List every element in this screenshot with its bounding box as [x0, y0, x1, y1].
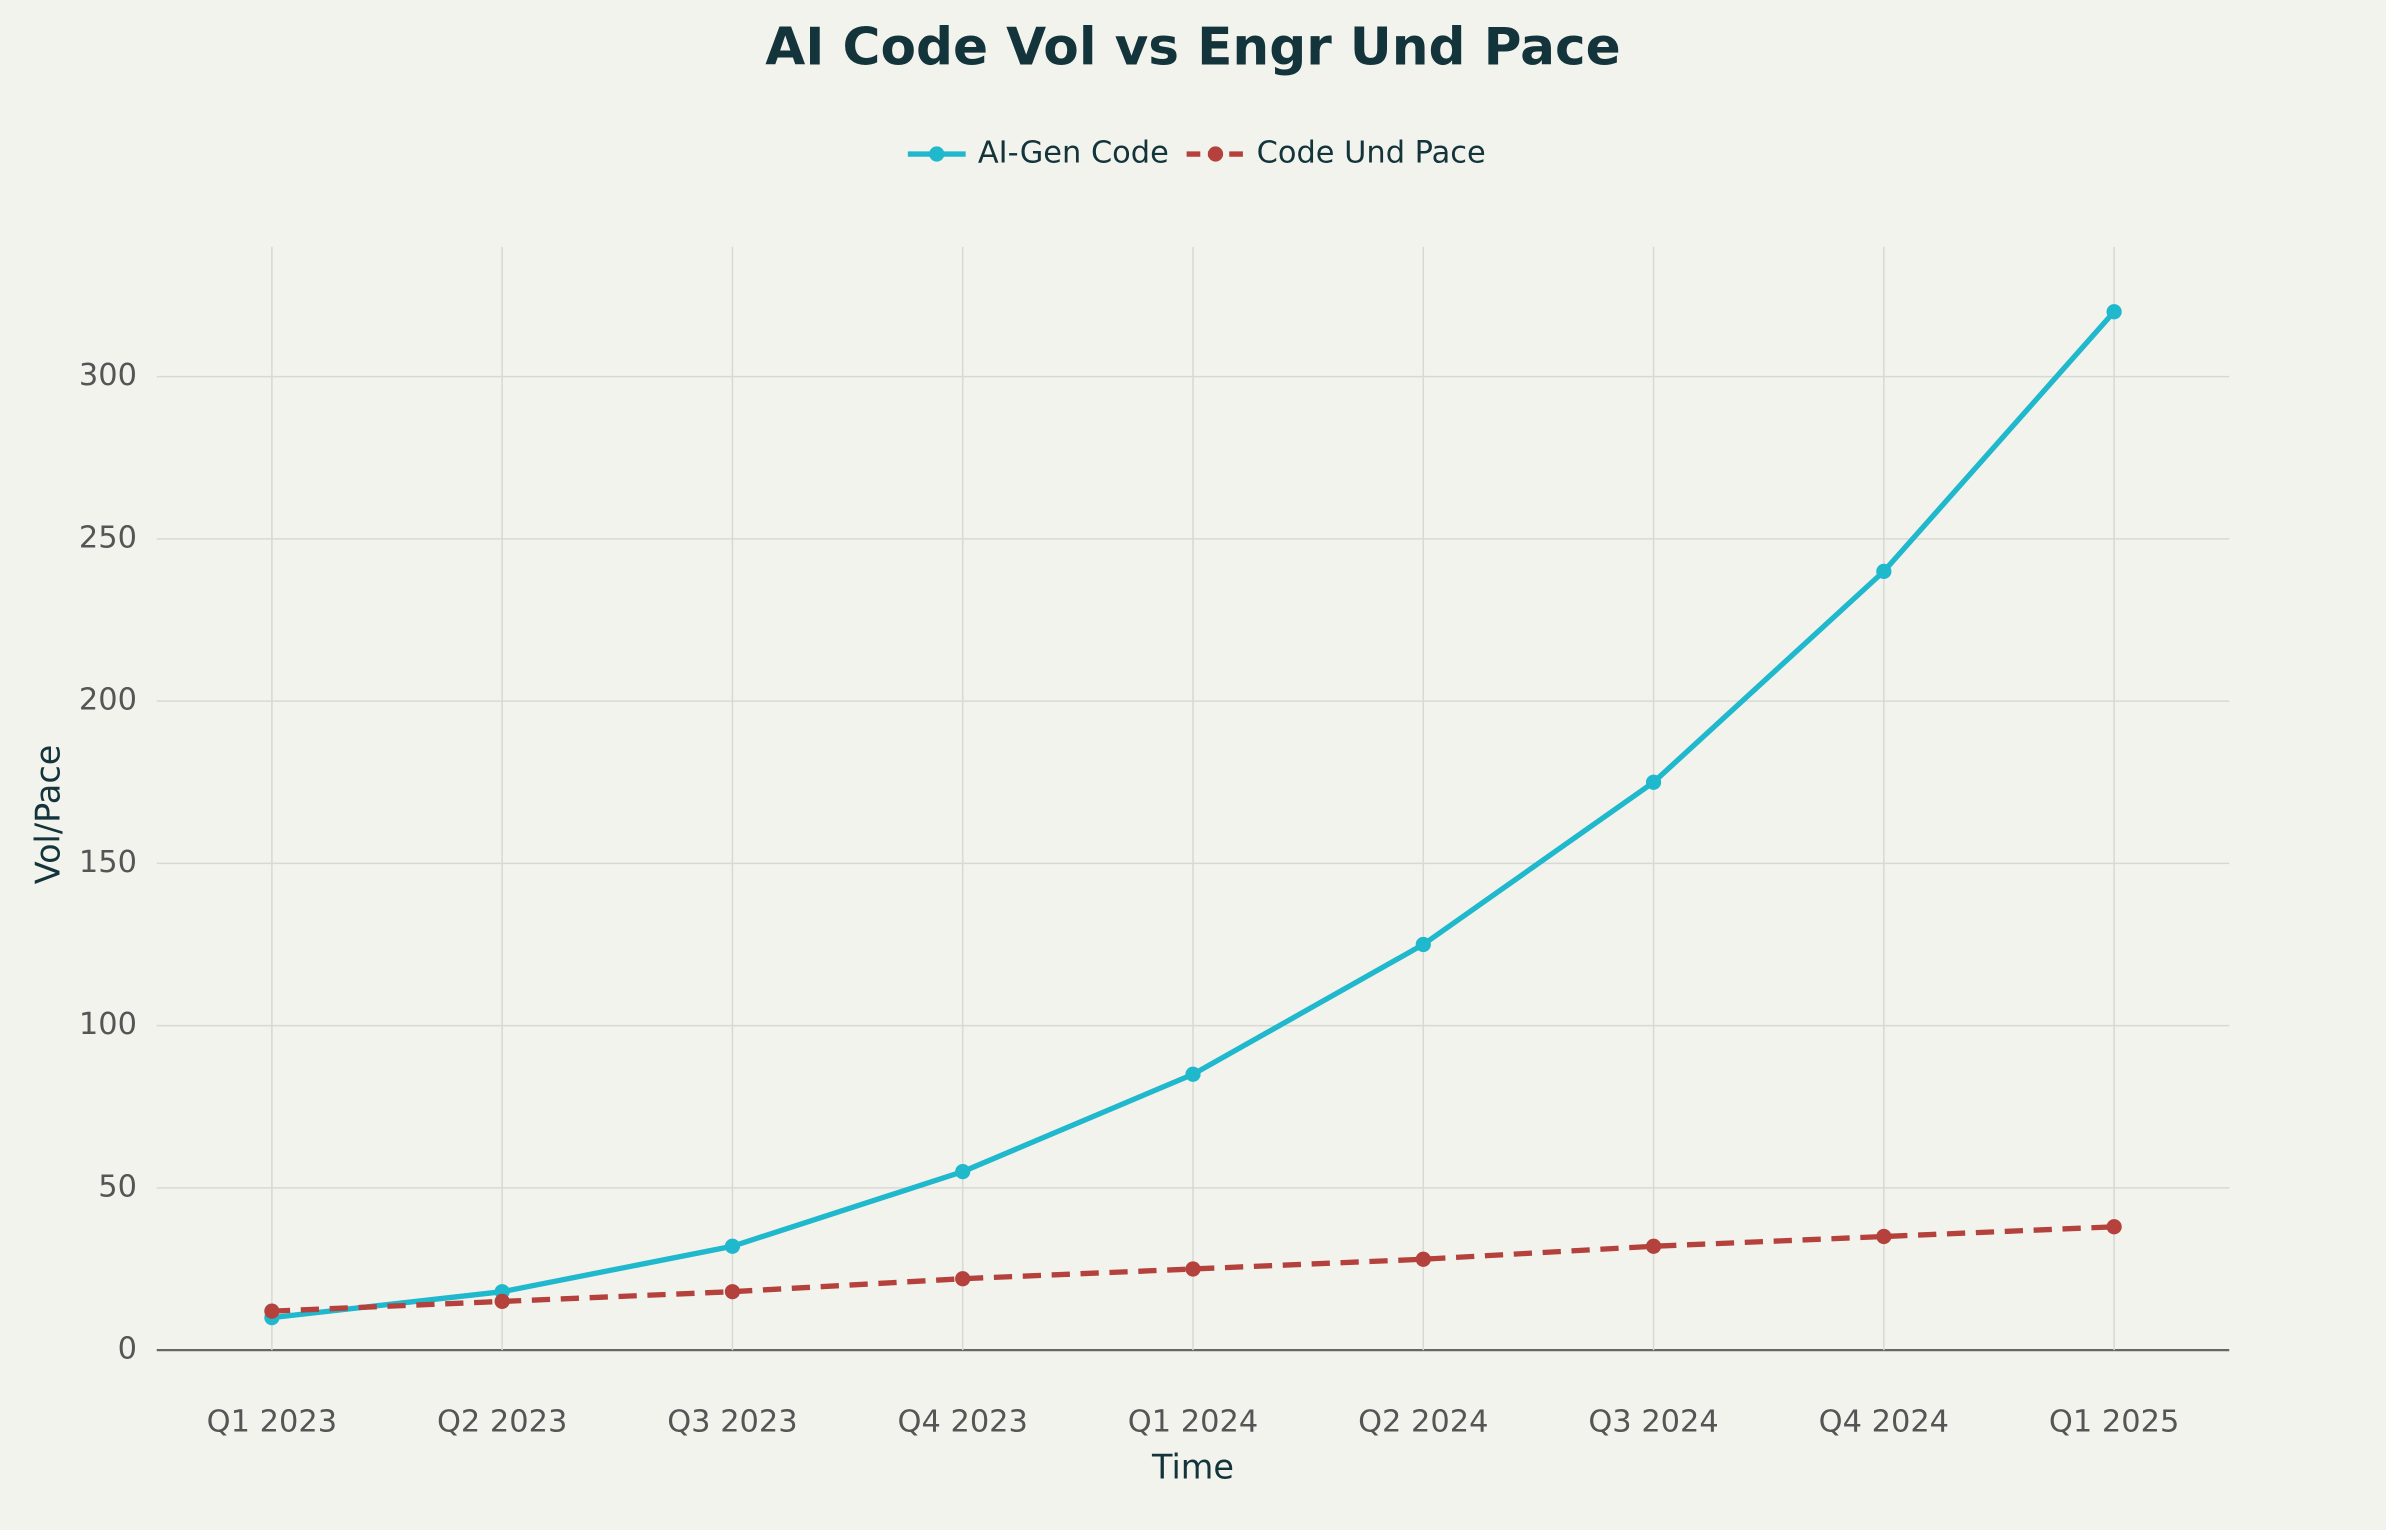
x-tick-label: Q4 2024	[1819, 1405, 1949, 1440]
data-point	[1185, 1261, 1201, 1277]
y-tick-label: 100	[79, 1007, 137, 1042]
x-tick-label: Q4 2023	[898, 1405, 1028, 1440]
y-tick-label: 50	[98, 1169, 137, 1204]
x-tick-label: Q2 2024	[1358, 1405, 1488, 1440]
y-tick-label: 0	[118, 1332, 137, 1367]
data-point	[264, 1303, 280, 1319]
data-point	[1876, 563, 1892, 579]
x-tick-label: Q1 2025	[2049, 1405, 2179, 1440]
data-point	[2106, 304, 2122, 320]
x-axis-label: Time	[1151, 1447, 1234, 1486]
x-tick-label: Q3 2024	[1588, 1405, 1718, 1440]
data-point	[724, 1284, 741, 1300]
y-tick-label: 250	[79, 520, 137, 555]
legend-marker	[1207, 146, 1224, 162]
data-point	[1645, 1238, 1662, 1254]
legend-label: Code Und Pace	[1257, 136, 1486, 171]
data-point	[2106, 1219, 2122, 1235]
series-line	[271, 1224, 2115, 1314]
data-point	[1876, 1228, 1892, 1245]
y-tick-label: 150	[79, 845, 137, 880]
x-tick-label: Q2 2023	[437, 1405, 567, 1440]
y-tick-label: 300	[79, 358, 137, 393]
data-point	[724, 1238, 741, 1254]
x-tick-label: Q1 2023	[207, 1405, 337, 1440]
data-point	[494, 1293, 510, 1310]
data-point	[1185, 1066, 1201, 1082]
data-point	[1415, 936, 1431, 953]
data-point	[955, 1271, 971, 1287]
x-tick-label: Q3 2023	[667, 1405, 797, 1440]
data-point	[1415, 1251, 1431, 1267]
legend-marker	[929, 146, 945, 162]
data-point	[955, 1164, 971, 1180]
chart-title: AI Code Vol vs Engr Und Pace	[765, 18, 1621, 78]
x-tick-label: Q1 2024	[1128, 1405, 1258, 1440]
legend-label: AI-Gen Code	[978, 136, 1169, 171]
y-tick-label: 200	[79, 683, 137, 718]
y-axis-label: Vol/Pace	[29, 745, 68, 885]
data-point	[1645, 774, 1662, 790]
